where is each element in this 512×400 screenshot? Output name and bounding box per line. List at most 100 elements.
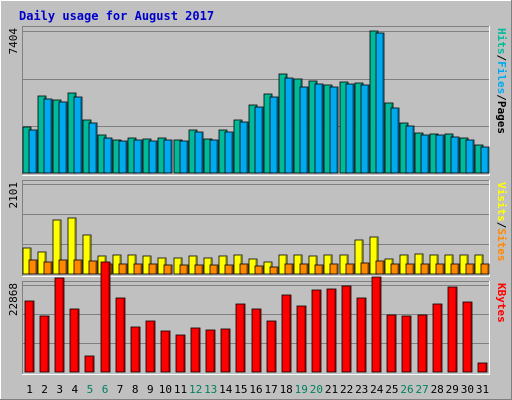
bar-files-day-3 bbox=[58, 101, 68, 174]
bar-visits-day-23 bbox=[354, 239, 364, 275]
bar-shade bbox=[110, 139, 112, 173]
bar-sites-day-24 bbox=[375, 260, 385, 275]
bar-sites-day-28 bbox=[435, 263, 445, 275]
bar-shade bbox=[472, 265, 474, 274]
panel-max-label: 2101 bbox=[7, 182, 20, 209]
bar-kbytes-day-12 bbox=[190, 327, 201, 373]
x-tick-label: 16 bbox=[249, 383, 262, 396]
bar-shade bbox=[352, 265, 354, 274]
bar-sites-day-11 bbox=[179, 264, 189, 275]
bar-sites-day-4 bbox=[73, 259, 83, 275]
bar-sites-day-5 bbox=[88, 260, 98, 275]
bar-shade bbox=[289, 296, 291, 372]
bar-files-day-14 bbox=[224, 131, 234, 174]
x-tick-label: 20 bbox=[310, 383, 323, 396]
bar-kbytes-day-30 bbox=[462, 301, 473, 373]
panel-top: 7404 Hits/Files/Pages bbox=[7, 26, 508, 176]
bar-shade bbox=[487, 265, 489, 274]
bar-shade bbox=[472, 141, 474, 173]
bar-kbytes-day-4 bbox=[69, 308, 80, 373]
bar-sites-day-18 bbox=[284, 263, 294, 275]
bar-files-day-31 bbox=[480, 146, 490, 174]
bar-shade bbox=[276, 268, 278, 274]
bar-shade bbox=[95, 262, 97, 274]
bar-shade bbox=[125, 265, 127, 274]
bar-files-day-23 bbox=[360, 84, 370, 174]
bar-sites-day-21 bbox=[329, 263, 339, 275]
bar-shade bbox=[80, 261, 82, 274]
bar-shade bbox=[334, 290, 336, 372]
bar-shade bbox=[80, 98, 82, 173]
bar-shade bbox=[155, 142, 157, 173]
bar-shade bbox=[32, 302, 34, 372]
bar-kbytes-day-5 bbox=[84, 355, 95, 373]
bar-shade bbox=[65, 103, 67, 173]
bar-shade bbox=[382, 262, 384, 274]
x-tick-label: 11 bbox=[174, 383, 187, 396]
legend-label-visits: Visits bbox=[495, 182, 508, 222]
x-tick-label: 12 bbox=[189, 383, 202, 396]
bar-shade bbox=[216, 141, 218, 173]
x-tick-label: 14 bbox=[219, 383, 233, 396]
bar-sites-day-8 bbox=[133, 263, 143, 275]
bar-shade bbox=[440, 305, 442, 372]
panel-max-label: 7404 bbox=[7, 28, 20, 55]
x-tick-label: 2 bbox=[41, 383, 48, 396]
bar-sites-day-31 bbox=[480, 263, 490, 275]
bar-shade bbox=[321, 85, 323, 173]
x-tick-label: 5 bbox=[87, 383, 94, 396]
bar-shade bbox=[487, 148, 489, 173]
bar-sites-day-3 bbox=[58, 259, 68, 275]
bar-files-day-1 bbox=[28, 129, 38, 174]
bar-kbytes-day-29 bbox=[447, 286, 458, 373]
x-axis-day-labels: 1 2 3 4 5 6 7 8 9 10 11 12 13 14 15 16 17 18 19 20 21 22 23 24 2… bbox=[26, 383, 489, 396]
bar-shade bbox=[304, 307, 306, 372]
bar-shade bbox=[95, 124, 97, 173]
x-tick-label: 25 bbox=[385, 383, 398, 396]
bar-files-day-30 bbox=[465, 139, 475, 174]
bar-kbytes-day-11 bbox=[175, 334, 186, 373]
bar-kbytes-day-15 bbox=[235, 303, 246, 373]
bar-sites-day-7 bbox=[118, 263, 128, 275]
x-tick-label: 29 bbox=[446, 383, 459, 396]
bar-shade bbox=[352, 85, 354, 173]
bar-files-day-16 bbox=[254, 106, 264, 174]
bar-shade bbox=[397, 265, 399, 274]
bar-shade bbox=[213, 331, 215, 372]
bar-shade bbox=[427, 136, 429, 173]
bar-files-day-17 bbox=[269, 96, 279, 174]
bar-sites-day-19 bbox=[299, 263, 309, 275]
bar-shade bbox=[246, 123, 248, 173]
bar-sites-day-26 bbox=[405, 263, 415, 275]
bar-shade bbox=[140, 265, 142, 274]
legend-label-kbytes: KBytes bbox=[495, 283, 508, 323]
bar-kbytes-day-21 bbox=[326, 288, 337, 373]
x-tick-label: 15 bbox=[234, 383, 247, 396]
bar-shade bbox=[201, 133, 203, 173]
bar-shade bbox=[153, 322, 155, 372]
bar-shade bbox=[336, 265, 338, 274]
bar-files-day-29 bbox=[450, 136, 460, 174]
panel-legend: KBytes bbox=[495, 283, 508, 323]
chart-title: Daily usage for August 2017 bbox=[19, 9, 214, 23]
bar-shade bbox=[442, 136, 444, 173]
bar-shade bbox=[198, 329, 200, 372]
x-tick-label: 9 bbox=[147, 383, 154, 396]
panel-legend: Hits/Files/Pages bbox=[495, 28, 508, 134]
x-tick-label: 26 bbox=[400, 383, 413, 396]
bar-shade bbox=[168, 332, 170, 372]
bar-shade bbox=[397, 109, 399, 173]
bar-files-day-20 bbox=[314, 83, 324, 174]
bar-kbytes-day-8 bbox=[130, 326, 141, 373]
bar-files-day-7 bbox=[118, 140, 128, 174]
bar-kbytes-day-14 bbox=[220, 328, 231, 373]
bar-shade bbox=[457, 138, 459, 173]
bar-kbytes-day-7 bbox=[115, 297, 126, 373]
bar-files-day-8 bbox=[133, 139, 143, 174]
bar-shade bbox=[382, 34, 384, 173]
bar-sites-day-2 bbox=[43, 261, 53, 275]
bar-shade bbox=[228, 330, 230, 372]
bar-files-day-25 bbox=[390, 107, 400, 174]
bar-files-day-13 bbox=[209, 139, 219, 174]
bar-kbytes-day-31 bbox=[477, 362, 488, 373]
